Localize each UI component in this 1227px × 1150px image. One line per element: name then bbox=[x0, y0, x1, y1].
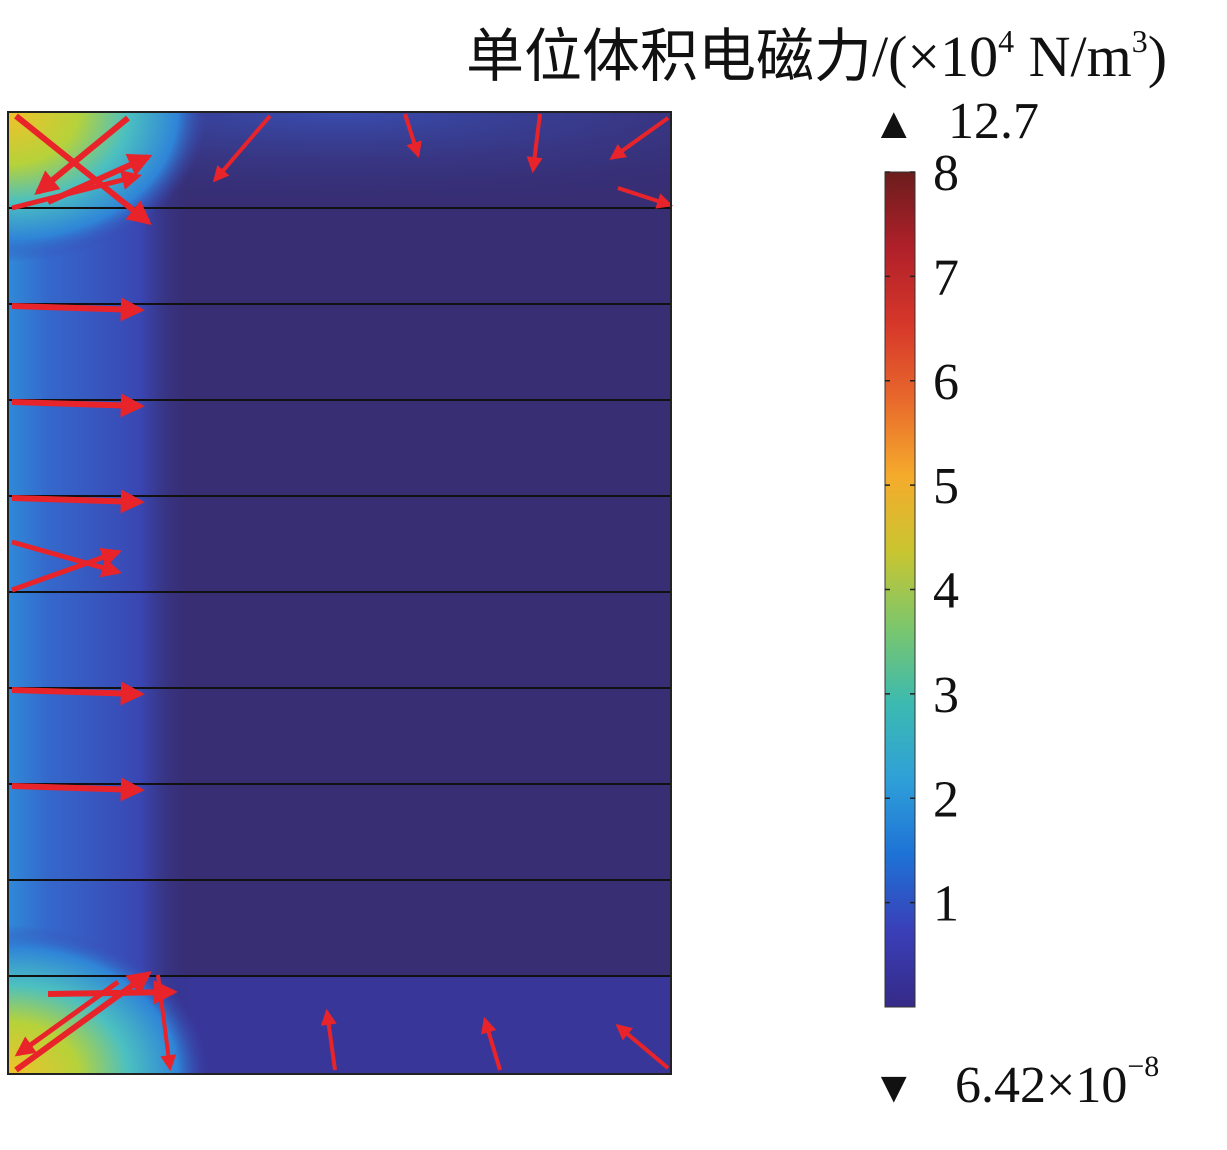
force-arrow bbox=[11, 393, 145, 418]
chart-title: 单位体积电磁力/(×104 N/m3) bbox=[466, 23, 1167, 89]
colorbar: ▲ 12.7 1 2 3 4 5 6 7 8 ▼ 6.42×10−8 bbox=[872, 93, 1159, 1114]
force-arrow bbox=[11, 777, 145, 802]
force-arrow bbox=[481, 1016, 502, 1071]
force-arrow bbox=[11, 681, 145, 706]
force-arrow bbox=[11, 547, 122, 593]
colorbar-tick-label: 4 bbox=[933, 563, 959, 620]
layer-boundaries bbox=[8, 207, 671, 977]
force-arrow bbox=[212, 114, 272, 183]
force-arrow bbox=[34, 115, 130, 196]
force-arrow bbox=[156, 974, 177, 1072]
force-arrow bbox=[526, 113, 543, 174]
force-arrow bbox=[11, 489, 145, 514]
force-arrow bbox=[14, 113, 152, 226]
field-map bbox=[7, 111, 674, 1075]
colorbar-ticks: 1 2 3 4 5 6 7 8 bbox=[885, 145, 959, 933]
force-arrow bbox=[11, 539, 122, 578]
max-marker-symbol: ▲ bbox=[872, 99, 916, 148]
force-arrow bbox=[11, 170, 142, 211]
colorbar-tick-label: 3 bbox=[933, 667, 959, 724]
colorbar-tick-label: 1 bbox=[933, 876, 959, 933]
colorbar-tick-label: 2 bbox=[933, 771, 959, 828]
force-arrow bbox=[617, 186, 674, 209]
force-arrow bbox=[403, 113, 422, 159]
colorbar-tick-label: 7 bbox=[933, 249, 959, 306]
force-arrow bbox=[47, 980, 178, 1005]
force-arrow bbox=[14, 979, 120, 1057]
force-arrow bbox=[615, 1023, 670, 1070]
colorbar-tick-label: 5 bbox=[933, 458, 959, 515]
max-marker-value: 12.7 bbox=[948, 93, 1039, 150]
field-border bbox=[7, 111, 672, 1075]
min-marker-value: 6.42×10−8 bbox=[955, 1050, 1159, 1114]
force-arrow bbox=[609, 116, 670, 160]
force-arrow bbox=[320, 1008, 337, 1071]
min-marker-symbol: ▼ bbox=[872, 1063, 916, 1112]
force-arrows bbox=[11, 113, 674, 1073]
force-arrow bbox=[11, 297, 145, 322]
colorbar-tick-label: 8 bbox=[933, 145, 959, 202]
colorbar-tick-label: 6 bbox=[933, 354, 959, 411]
